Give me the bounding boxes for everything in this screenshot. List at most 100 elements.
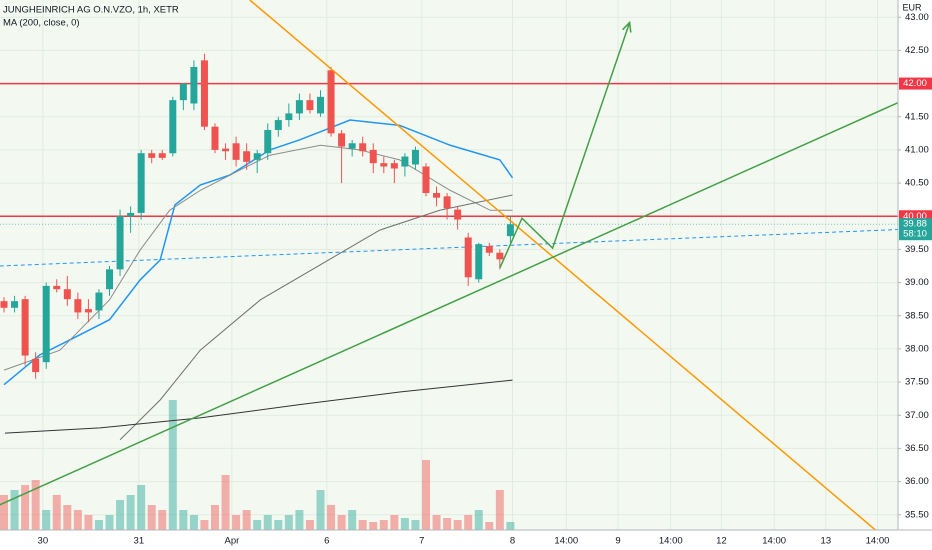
volume-bar (422, 460, 431, 530)
volume-bar (485, 522, 494, 530)
volume-bar (506, 522, 515, 530)
candle-body (348, 143, 356, 149)
volume-bar (316, 490, 325, 530)
x-tick-label: 14:00 (762, 536, 786, 547)
volume-bar (137, 485, 146, 530)
x-tick-label: 30 (38, 536, 49, 547)
volume-bar (443, 518, 452, 530)
trend-line (249, 0, 876, 530)
candle-body (380, 163, 388, 167)
candle-body (243, 151, 251, 162)
volume-bar (369, 522, 378, 530)
level-label: 42.00 (903, 78, 927, 89)
x-tick-label: 6 (324, 536, 329, 547)
volume-bar (295, 510, 304, 530)
volume-bar (432, 515, 441, 530)
volume-bar (116, 500, 125, 530)
volume-bar (42, 510, 51, 530)
trend-line (0, 101, 898, 506)
y-tick-label: 36.00 (905, 476, 929, 487)
volume-bar (179, 510, 188, 530)
x-tick-label: 31 (134, 536, 145, 547)
volume-bar (495, 490, 504, 530)
candle-body (137, 153, 145, 213)
candle-body (285, 113, 293, 121)
x-tick-label: 7 (419, 536, 424, 547)
volume-bar (168, 400, 177, 530)
volume-bar (411, 520, 420, 530)
candle-body (306, 100, 314, 111)
candle-body (264, 130, 272, 154)
volume-bar (200, 520, 209, 530)
volume-bar (274, 520, 283, 530)
candle-body (169, 100, 177, 154)
candle-body (211, 126, 219, 150)
y-tick-label: 38.50 (905, 310, 929, 321)
candle-body (317, 96, 325, 114)
candle-body (21, 299, 29, 356)
y-tick-label: 35.50 (905, 509, 929, 520)
plot (0, 0, 898, 530)
y-tick-label: 41.50 (905, 111, 929, 122)
moving-average (5, 379, 513, 434)
candle-body (496, 252, 504, 260)
volume-bar (263, 515, 272, 530)
candle-body (63, 289, 71, 300)
candle-body (369, 149, 377, 164)
candle-body (84, 309, 92, 313)
last-price-bg (899, 218, 932, 241)
candle-body (179, 83, 187, 101)
volume-bar (105, 515, 114, 530)
volume-bar (0, 495, 9, 530)
volume-bar (31, 480, 40, 530)
x-tick-label: 8 (510, 536, 515, 547)
countdown: 58:10 (903, 229, 927, 240)
volume-bar (337, 515, 346, 530)
volume-bar (305, 520, 314, 530)
volume-bar (453, 520, 462, 530)
candle-body (274, 120, 282, 131)
candle-body (411, 149, 419, 165)
candle-body (359, 143, 367, 152)
level-label: 40.00 (903, 211, 927, 222)
volume-bar (126, 495, 135, 530)
candle-body (32, 358, 40, 373)
volume-bar (63, 505, 72, 530)
candle-body (232, 143, 240, 160)
x-tick-label: 14:00 (554, 536, 578, 547)
candle-body (0, 301, 8, 308)
volume-bar (390, 515, 399, 530)
volume-bar (10, 490, 19, 530)
candle-body (106, 269, 114, 290)
y-tick-label: 37.50 (905, 377, 929, 388)
volume-bar (348, 510, 357, 530)
y-tick-label: 38.00 (905, 343, 929, 354)
x-tick-label: 9 (615, 536, 620, 547)
axes: 35.50 36.00 36.50 37.00 37.50 38.00 38.50 39.00… (38, 12, 932, 547)
candle-body (116, 216, 124, 270)
last-price-label: 39.88 (903, 219, 927, 230)
candle-body (433, 193, 441, 198)
volume-bar (147, 505, 156, 530)
y-tick-label: 39.50 (905, 244, 929, 255)
candle-body (295, 100, 303, 114)
candle-body (74, 299, 82, 313)
y-tick-label: 37.00 (905, 410, 929, 421)
volume-bar (94, 520, 103, 530)
arrow-path (499, 22, 631, 269)
candle-body (390, 163, 398, 169)
volume-bar (474, 510, 483, 530)
volume-bar (358, 520, 367, 530)
volume-bar (327, 505, 336, 530)
candle-body (148, 153, 156, 158)
candle-body (95, 292, 103, 311)
volume-bar (284, 515, 293, 530)
volume-bar (221, 475, 230, 530)
level-label-bg (899, 77, 932, 90)
x-tick-label: 14:00 (659, 536, 683, 547)
projection-line (0, 229, 898, 267)
volume-bar (189, 515, 198, 530)
x-tick-label: Apr (224, 536, 239, 547)
candle-body (475, 244, 483, 280)
